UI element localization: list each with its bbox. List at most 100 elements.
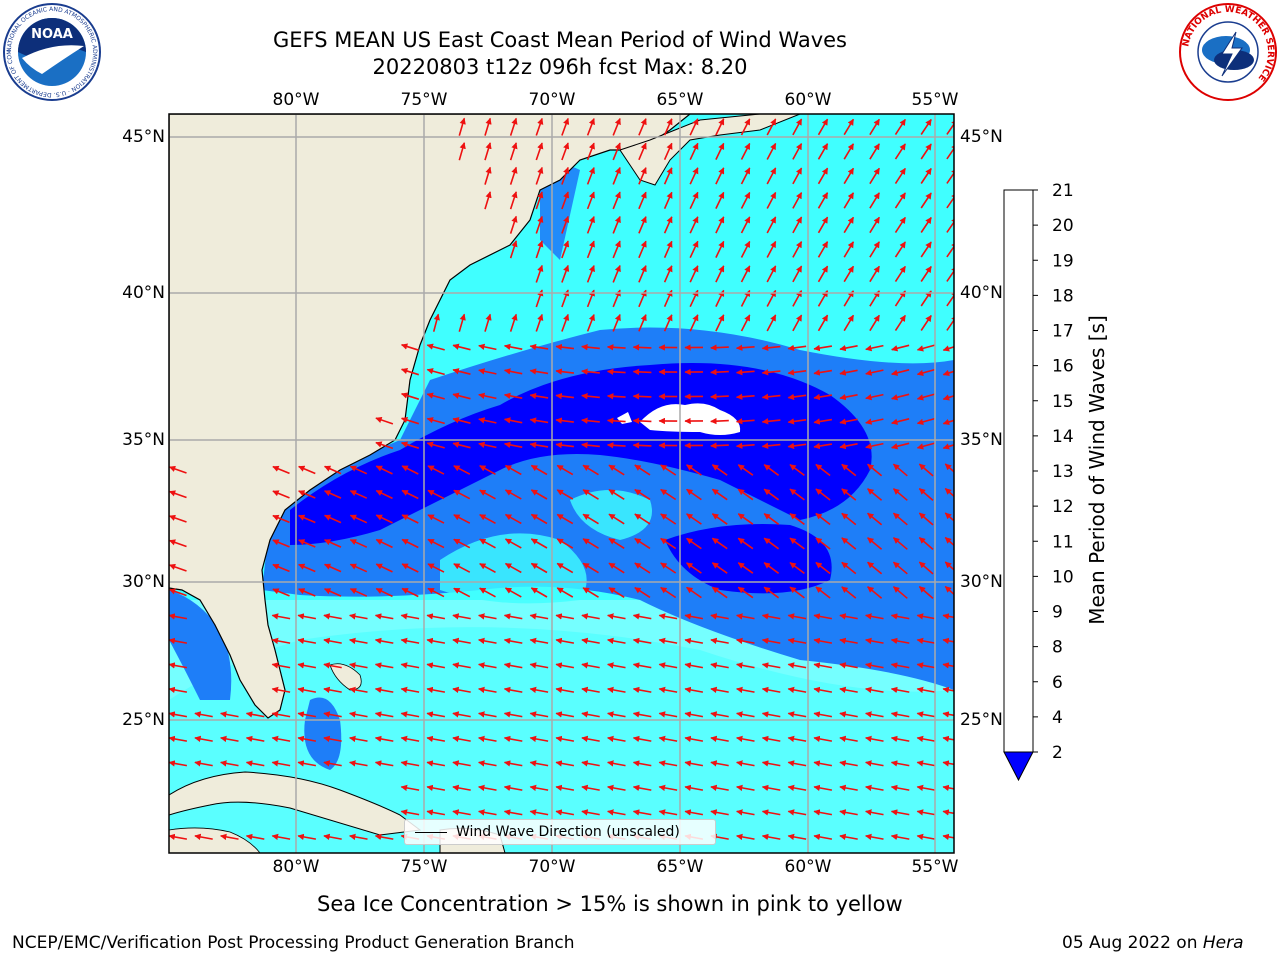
wind-wave-arrow xyxy=(894,118,906,136)
wind-wave-arrow xyxy=(504,513,522,525)
wind-wave-arrow xyxy=(401,538,419,549)
wind-wave-arrow xyxy=(865,418,884,425)
wind-wave-arrow xyxy=(865,686,884,694)
wind-wave-arrow xyxy=(869,216,880,234)
wind-wave-arrow xyxy=(194,833,213,841)
wind-wave-arrow xyxy=(375,441,394,450)
wind-wave-arrow xyxy=(169,613,188,620)
wind-wave-arrow xyxy=(349,686,368,694)
wind-wave-arrow xyxy=(766,240,777,258)
wind-wave-arrow xyxy=(426,784,446,792)
wind-wave-arrow xyxy=(918,536,934,551)
wind-wave-arrow xyxy=(426,613,446,620)
wind-wave-arrow xyxy=(632,735,652,743)
wind-wave-arrow xyxy=(787,711,807,718)
wind-wave-arrow xyxy=(684,809,704,816)
wind-wave-arrow xyxy=(400,343,420,351)
wind-wave-arrow xyxy=(710,662,729,669)
wind-wave-arrow xyxy=(169,514,187,523)
wind-wave-arrow xyxy=(169,833,188,841)
wind-wave-arrow xyxy=(946,290,954,307)
wind-wave-arrow xyxy=(813,784,833,792)
wind-wave-arrow xyxy=(890,760,910,767)
colorbar-under-extension xyxy=(1003,751,1034,782)
wind-wave-arrow xyxy=(427,538,445,549)
wind-wave-arrow xyxy=(684,711,704,718)
wind-wave-arrow xyxy=(555,613,575,620)
colorbar-tick-label: 4 xyxy=(1052,708,1063,728)
wind-wave-arrow xyxy=(869,167,880,185)
wind-wave-arrow xyxy=(586,265,595,283)
wind-wave-arrow xyxy=(426,735,446,743)
wind-wave-arrow xyxy=(660,586,677,599)
wind-wave-arrow xyxy=(634,513,651,525)
wind-wave-arrow xyxy=(813,662,833,669)
wind-wave-arrow xyxy=(711,537,728,550)
wind-wave-arrow xyxy=(916,368,936,376)
lat-label-right: 40°N xyxy=(960,283,1003,303)
wind-wave-arrow xyxy=(400,662,420,669)
wind-wave-arrow xyxy=(632,393,652,400)
us-east-coast-land xyxy=(169,114,691,719)
wind-wave-arrow xyxy=(761,760,781,767)
wind-wave-arrow xyxy=(401,587,419,598)
wind-wave-arrow xyxy=(632,686,652,694)
lon-label-top: 80°W xyxy=(272,90,320,110)
wind-wave-arrow xyxy=(916,442,936,450)
colorbar-tick-label: 18 xyxy=(1052,286,1074,306)
wind-wave-arrow xyxy=(484,142,492,161)
wind-wave-arrows xyxy=(169,117,954,841)
wind-wave-arrow xyxy=(761,784,781,792)
wind-wave-arrow xyxy=(638,265,647,283)
wind-wave-arrow xyxy=(555,392,574,400)
wind-wave-arrow xyxy=(634,488,651,501)
wind-wave-arrow xyxy=(245,833,265,841)
wind-wave-arrow xyxy=(298,465,316,475)
wind-wave-arrow xyxy=(535,142,544,161)
wind-wave-arrow xyxy=(686,586,702,599)
wind-wave-arrow xyxy=(660,464,677,476)
wind-wave-arrow xyxy=(737,586,754,599)
wind-wave-arrow xyxy=(638,191,647,210)
wind-wave-arrow xyxy=(710,637,729,645)
wind-wave-arrow xyxy=(271,686,291,694)
wind-wave-arrow xyxy=(920,265,932,282)
wind-wave-arrow xyxy=(400,760,420,767)
wind-wave-arrow xyxy=(841,586,857,599)
wind-wave-arrow xyxy=(535,166,544,185)
wind-wave-arrow xyxy=(529,662,549,669)
wind-wave-arrow xyxy=(478,441,497,449)
wind-wave-arrow xyxy=(715,191,725,209)
wind-wave-arrow xyxy=(843,143,855,160)
wind-wave-arrow xyxy=(660,537,677,550)
wind-wave-arrow xyxy=(843,118,855,136)
wind-wave-arrow xyxy=(632,760,652,767)
wind-wave-arrow xyxy=(890,686,910,694)
wind-wave-arrow xyxy=(556,587,574,598)
wind-wave-arrow xyxy=(890,833,910,841)
wind-wave-arrow xyxy=(297,735,317,743)
wind-wave-arrow xyxy=(916,735,936,743)
wind-wave-arrow xyxy=(841,488,857,501)
wind-wave-arrow xyxy=(843,314,855,332)
wind-wave-arrow xyxy=(735,442,755,449)
wind-wave-arrow xyxy=(817,167,829,185)
wind-wave-arrow xyxy=(737,513,754,525)
wind-wave-arrow xyxy=(400,416,420,425)
wind-wave-arrow xyxy=(638,167,647,185)
wind-wave-arrow xyxy=(946,143,954,160)
wind-wave-arrow xyxy=(715,216,725,234)
wind-wave-arrow xyxy=(916,711,936,718)
wind-wave-arrow xyxy=(458,313,466,332)
wind-wave-arrow xyxy=(689,142,699,161)
wind-wave-arrow xyxy=(529,392,549,400)
wind-wave-arrow xyxy=(715,142,725,160)
wind-wave-arrow xyxy=(715,118,725,136)
wind-wave-arrow xyxy=(555,809,575,816)
wind-wave-arrow xyxy=(427,514,445,524)
wind-wave-arrow xyxy=(715,314,725,332)
wind-wave-arrow xyxy=(916,637,936,645)
wind-wave-arrow xyxy=(582,489,599,500)
wind-wave-arrow xyxy=(452,809,471,816)
noaa-logo: NATIONAL OCEANIC AND ATMOSPHERIC ADMINIS… xyxy=(2,2,101,101)
